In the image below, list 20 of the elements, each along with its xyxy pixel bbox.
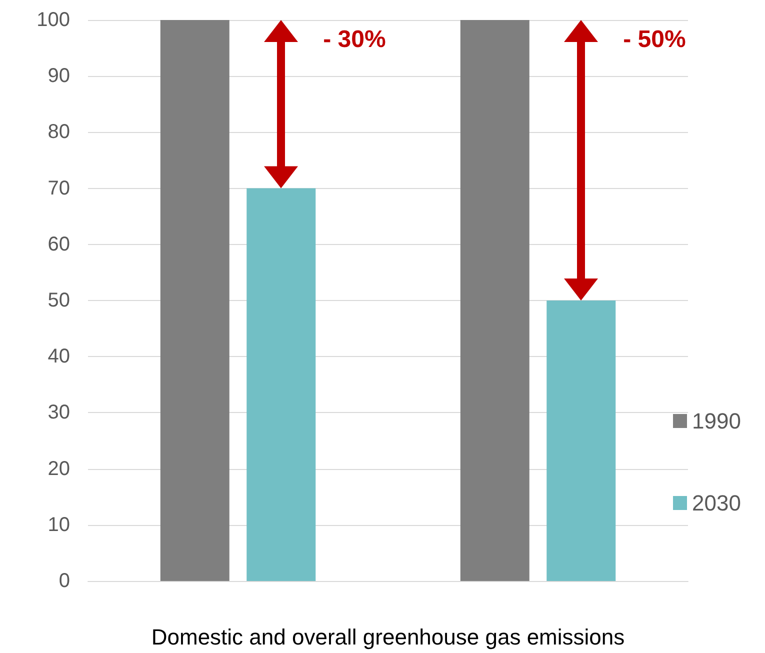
- y-tick-label: 40: [48, 346, 70, 368]
- y-tick-label: 60: [48, 233, 70, 256]
- annotation: - 50%: [623, 26, 686, 54]
- y-tick-label: 70: [48, 177, 70, 200]
- y-tick-label: 10: [48, 514, 70, 536]
- y-tick-label: 100: [36, 9, 70, 31]
- x-axis-title: Domestic and overall greenhouse gas emissions: [151, 624, 625, 650]
- y-tick-label: 80: [48, 121, 70, 144]
- bar: [460, 20, 530, 581]
- legend-label: 1990: [692, 408, 741, 434]
- y-tick-label: 30: [48, 402, 70, 424]
- bar: [546, 300, 616, 581]
- y-tick-label: 0: [58, 570, 70, 592]
- y-tick-label: 50: [48, 290, 70, 312]
- y-tick-label: 20: [48, 458, 70, 480]
- bar: [246, 188, 316, 581]
- legend-label: 2030: [692, 490, 741, 516]
- annotation: - 30%: [323, 26, 386, 54]
- bar: [160, 20, 230, 581]
- y-tick-label: 90: [48, 65, 70, 88]
